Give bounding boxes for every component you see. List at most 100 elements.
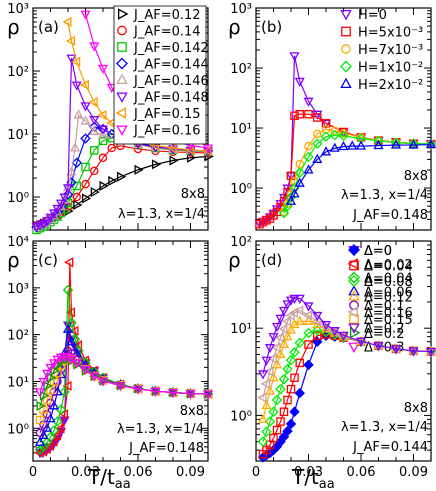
data-point — [355, 140, 367, 150]
legend: H=0 H=5x10⁻³ H=7x10⁻³ H=1x10⁻² H=2x10⁻² — [340, 8, 423, 93]
x-axis-label-subscript: aa — [115, 477, 131, 491]
annotation: 8x8 — [404, 169, 428, 184]
data-point — [271, 322, 283, 333]
data-point — [321, 330, 331, 339]
data-point — [99, 180, 109, 192]
data-point — [80, 102, 91, 112]
x-tick-label: 0.06 — [347, 465, 376, 480]
data-point — [41, 443, 51, 455]
data-point — [289, 52, 300, 62]
data-point — [90, 187, 100, 198]
y-tick-label: 10³ — [7, 2, 29, 17]
data-point — [62, 184, 74, 194]
legend-marker — [116, 57, 128, 70]
data-point — [38, 377, 49, 388]
data-point — [288, 307, 299, 318]
data-point — [167, 389, 179, 399]
data-point — [390, 139, 402, 149]
data-point — [285, 354, 297, 366]
data-point — [264, 416, 276, 427]
data-point — [304, 109, 313, 119]
data-point — [267, 353, 278, 364]
y-tick-label: 10⁰ — [7, 191, 29, 206]
data-point — [261, 356, 272, 366]
data-point — [52, 204, 63, 215]
annotation: λ=1.3, x=1/4 — [117, 422, 204, 437]
y-tick-label: 10³ — [7, 282, 29, 297]
data-point — [257, 436, 269, 447]
data-point — [289, 188, 300, 198]
legend-marker — [349, 260, 359, 271]
legend-label: Δ=0 — [364, 244, 392, 259]
data-point — [294, 294, 305, 305]
data-point — [71, 56, 81, 67]
y-tick-label: 10² — [230, 235, 252, 250]
data-point — [41, 217, 53, 227]
data-point — [261, 426, 272, 437]
y-axis-label: ρ — [228, 15, 241, 39]
x-tick-label: 0.03 — [294, 465, 323, 480]
data-point — [290, 373, 299, 383]
data-point — [90, 166, 99, 176]
data-point — [294, 177, 305, 187]
annotation: J_AF=0.148 — [352, 208, 428, 223]
annotation: λ=1.3, x=1/4 — [341, 420, 428, 435]
data-point — [303, 359, 314, 371]
series-line — [67, 21, 209, 152]
legend-label: J_AF=0.15 — [133, 107, 201, 122]
legend-marker — [341, 26, 351, 37]
data-point — [71, 157, 82, 169]
panel-label: (d) — [261, 251, 282, 269]
legend-label: J_AF=0.146 — [133, 74, 209, 89]
annotation: J_AF=0.148 — [128, 441, 204, 456]
data-point — [329, 327, 340, 337]
data-point — [69, 142, 81, 152]
data-point — [285, 324, 297, 334]
data-point — [269, 433, 278, 443]
legend: J_AF=0.12J_AF=0.14J_AF=0.142J_AF=0.144J_… — [113, 5, 209, 145]
legend-label: Δ=0 — [364, 244, 392, 259]
data-point — [285, 195, 297, 205]
panel-label: (c) — [38, 251, 58, 269]
data-point — [329, 142, 340, 152]
data-point — [257, 370, 269, 380]
legend-marker — [117, 25, 127, 36]
legend-label: J_AF=0.14 — [133, 25, 201, 40]
legend-label: Δ=0.06 — [364, 285, 413, 300]
legend-label: Δ=0.2 — [364, 322, 404, 337]
data-point — [294, 315, 305, 325]
data-point — [312, 113, 322, 122]
data-point — [264, 366, 274, 377]
data-point — [167, 142, 177, 154]
legend-label: Δ=0.2 — [364, 327, 404, 342]
data-point — [271, 394, 283, 406]
annotation: 8x8 — [404, 401, 428, 416]
annotation: J_AF=0.144 — [352, 440, 428, 455]
data-point — [289, 294, 300, 305]
legend-marker — [116, 73, 128, 85]
data-point — [271, 359, 283, 369]
data-point — [294, 305, 304, 316]
data-point — [304, 141, 313, 151]
legend-marker — [116, 92, 128, 103]
legend-label: H=0 — [358, 8, 387, 23]
data-point — [169, 155, 179, 166]
x-tick-label: 0.09 — [399, 465, 428, 480]
legend-marker — [348, 290, 360, 301]
data-point — [97, 110, 107, 121]
data-point — [303, 315, 314, 325]
legend-marker — [116, 125, 128, 136]
legend-label: J_AF=0.16 — [133, 124, 201, 139]
data-point — [275, 348, 286, 358]
series-8 — [34, 353, 214, 400]
data-point — [202, 390, 214, 400]
y-axis-label: ρ — [228, 248, 241, 272]
data-point — [35, 415, 45, 425]
data-point — [185, 390, 196, 400]
legend-label: Δ=0.02 — [364, 258, 413, 273]
data-point — [48, 400, 60, 410]
y-tick-label: 10² — [7, 329, 29, 344]
data-point — [282, 330, 293, 341]
data-point — [35, 428, 45, 438]
data-point — [312, 311, 323, 322]
